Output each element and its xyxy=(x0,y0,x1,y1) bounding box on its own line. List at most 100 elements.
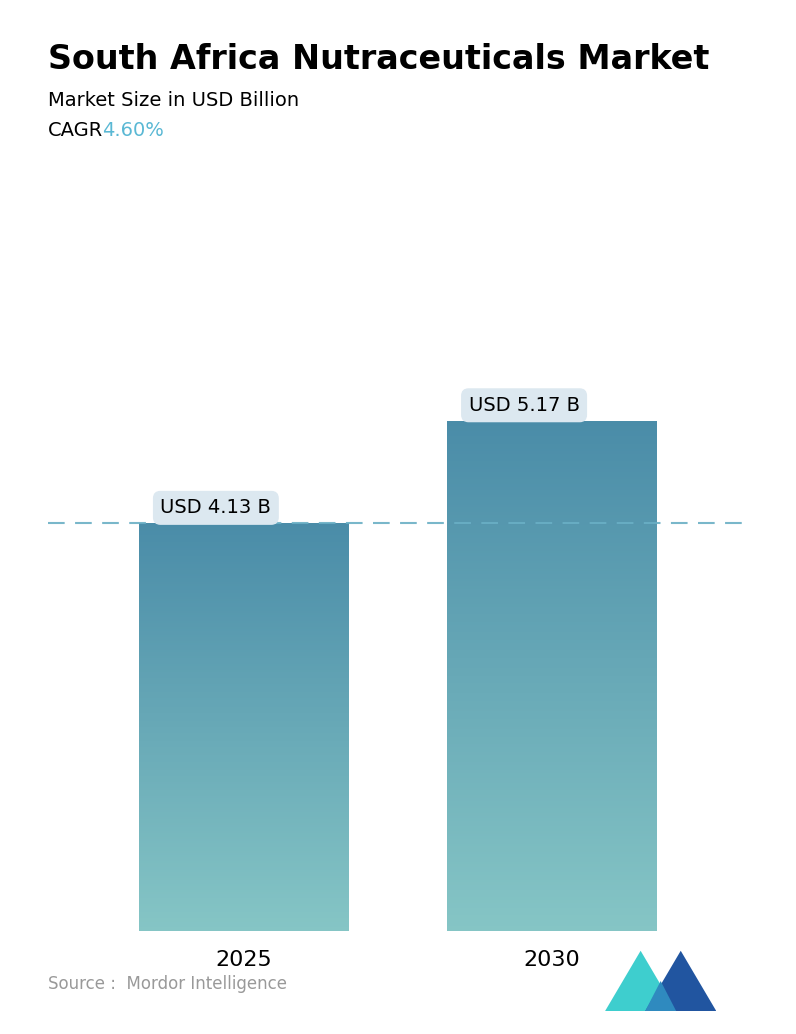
Bar xyxy=(139,653,349,656)
Bar xyxy=(447,755,657,757)
Bar xyxy=(139,702,349,704)
Bar xyxy=(447,821,657,823)
Polygon shape xyxy=(645,981,677,1011)
Bar xyxy=(139,754,349,756)
Bar xyxy=(139,757,349,760)
Bar xyxy=(139,922,349,924)
Bar xyxy=(139,807,349,809)
Bar xyxy=(139,868,349,870)
Bar xyxy=(139,651,349,653)
Bar xyxy=(447,788,657,790)
Bar xyxy=(447,795,657,798)
Bar xyxy=(447,586,657,589)
Bar xyxy=(447,484,657,487)
Text: Source :  Mordor Intelligence: Source : Mordor Intelligence xyxy=(48,975,287,994)
Bar xyxy=(447,451,657,454)
Bar xyxy=(139,706,349,708)
Bar xyxy=(139,729,349,731)
Bar xyxy=(447,436,657,438)
Bar xyxy=(447,566,657,569)
Bar xyxy=(139,639,349,641)
Bar xyxy=(139,784,349,786)
Bar xyxy=(447,851,657,854)
Bar xyxy=(447,599,657,602)
Bar xyxy=(139,780,349,782)
Bar xyxy=(447,872,657,875)
Bar xyxy=(139,863,349,865)
Bar xyxy=(447,678,657,680)
Bar xyxy=(139,631,349,633)
Bar xyxy=(139,752,349,754)
Bar xyxy=(139,647,349,649)
Bar xyxy=(447,708,657,711)
Bar xyxy=(139,529,349,531)
Bar xyxy=(139,890,349,892)
Bar xyxy=(139,855,349,857)
Bar xyxy=(139,763,349,765)
Bar xyxy=(139,759,349,762)
Bar xyxy=(447,642,657,645)
Bar xyxy=(447,569,657,571)
Bar xyxy=(447,900,657,903)
Bar xyxy=(139,557,349,560)
Bar xyxy=(447,551,657,553)
Bar xyxy=(447,722,657,724)
Bar xyxy=(447,533,657,536)
Bar xyxy=(139,622,349,626)
Bar xyxy=(447,499,657,503)
Bar xyxy=(139,821,349,823)
Bar xyxy=(139,723,349,725)
Bar xyxy=(139,834,349,837)
Bar xyxy=(139,743,349,746)
Bar xyxy=(139,918,349,920)
Bar xyxy=(139,527,349,529)
Bar xyxy=(139,561,349,564)
Bar xyxy=(139,843,349,845)
Bar xyxy=(447,833,657,837)
Bar xyxy=(447,482,657,485)
Bar xyxy=(447,591,657,595)
Bar xyxy=(447,894,657,898)
Bar xyxy=(139,694,349,696)
Bar xyxy=(139,576,349,578)
Bar xyxy=(139,910,349,912)
Bar xyxy=(447,903,657,905)
Bar xyxy=(139,668,349,670)
Bar xyxy=(139,717,349,719)
Bar xyxy=(139,874,349,876)
Bar xyxy=(447,673,657,675)
Bar xyxy=(447,744,657,747)
Bar xyxy=(139,629,349,631)
Bar xyxy=(447,915,657,918)
Bar xyxy=(447,856,657,859)
Bar xyxy=(139,924,349,926)
Bar xyxy=(139,559,349,561)
Bar xyxy=(447,515,657,518)
Bar xyxy=(139,750,349,752)
Bar xyxy=(447,640,657,642)
Bar xyxy=(139,837,349,839)
Bar xyxy=(139,859,349,861)
Bar xyxy=(139,817,349,819)
Bar xyxy=(447,711,657,713)
Bar xyxy=(139,597,349,599)
Text: CAGR: CAGR xyxy=(48,121,103,140)
Bar xyxy=(139,674,349,676)
Bar xyxy=(447,548,657,551)
Bar xyxy=(447,724,657,727)
Bar xyxy=(447,597,657,599)
Bar xyxy=(447,818,657,821)
Bar xyxy=(139,572,349,574)
Bar xyxy=(139,570,349,572)
Bar xyxy=(139,857,349,859)
Bar xyxy=(139,861,349,863)
Bar xyxy=(447,826,657,828)
Bar xyxy=(139,660,349,662)
Bar xyxy=(139,544,349,546)
Bar xyxy=(447,546,657,548)
Bar xyxy=(447,461,657,464)
Bar xyxy=(447,780,657,783)
Bar xyxy=(139,607,349,609)
Bar xyxy=(447,696,657,699)
Bar xyxy=(447,560,657,564)
